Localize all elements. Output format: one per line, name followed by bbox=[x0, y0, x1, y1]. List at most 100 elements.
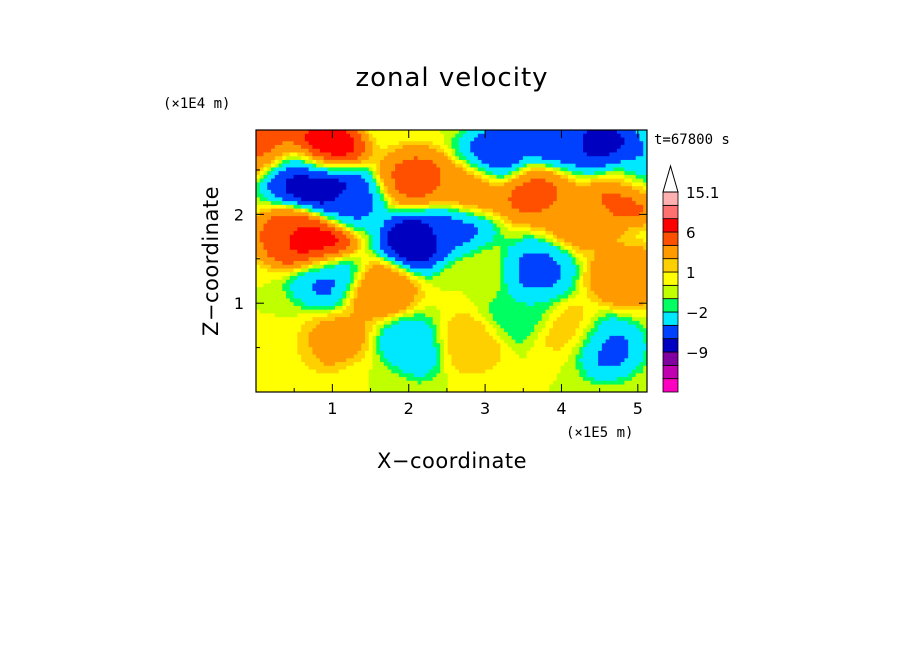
field-cell bbox=[459, 324, 464, 329]
field-cell bbox=[361, 369, 366, 374]
field-cell bbox=[440, 388, 445, 392]
field-cell bbox=[522, 212, 528, 217]
field-cell bbox=[286, 189, 291, 195]
field-cell bbox=[507, 317, 513, 322]
field-cell bbox=[489, 354, 494, 359]
field-cell bbox=[342, 388, 347, 392]
field-cell bbox=[507, 272, 513, 277]
field-cell bbox=[507, 335, 513, 341]
field-cell bbox=[282, 290, 287, 296]
field-cell bbox=[293, 246, 298, 251]
field-cell bbox=[387, 279, 392, 285]
field-cell bbox=[372, 182, 377, 187]
field-cell bbox=[319, 339, 325, 344]
field-cell bbox=[436, 246, 441, 251]
field-cell bbox=[271, 332, 276, 337]
field-cell bbox=[417, 246, 423, 251]
field-cell bbox=[293, 249, 298, 255]
field-cell bbox=[331, 287, 336, 292]
field-cell bbox=[492, 201, 498, 206]
field-cell bbox=[297, 343, 302, 348]
field-cell bbox=[432, 257, 438, 262]
field-cell bbox=[391, 182, 396, 187]
field-cell bbox=[293, 216, 298, 221]
field-cell bbox=[481, 369, 486, 374]
field-cell bbox=[312, 365, 317, 371]
field-cell bbox=[481, 384, 486, 389]
field-cell bbox=[297, 130, 302, 135]
field-cell bbox=[263, 189, 268, 195]
field-cell bbox=[312, 130, 317, 135]
field-cell bbox=[308, 294, 313, 300]
field-cell bbox=[286, 350, 291, 356]
field-cell bbox=[470, 328, 475, 333]
field-cell bbox=[304, 264, 310, 270]
field-cell bbox=[387, 253, 392, 258]
field-cell bbox=[425, 253, 430, 258]
field-cell bbox=[395, 320, 400, 326]
field-cell bbox=[504, 358, 509, 363]
field-cell bbox=[327, 272, 332, 277]
field-cell bbox=[428, 148, 434, 154]
field-cell bbox=[357, 130, 362, 135]
field-cell bbox=[368, 309, 374, 314]
field-cell bbox=[256, 141, 261, 146]
field-cell bbox=[286, 246, 291, 251]
field-cell bbox=[466, 354, 471, 359]
field-cell bbox=[308, 287, 313, 292]
field-cell bbox=[421, 339, 426, 344]
field-cell bbox=[301, 388, 306, 392]
field-cell bbox=[421, 350, 426, 356]
field-cell bbox=[376, 380, 381, 386]
field-cell bbox=[376, 227, 381, 232]
field-cell bbox=[259, 362, 265, 367]
field-cell bbox=[406, 350, 411, 356]
field-cell bbox=[293, 137, 298, 142]
field-cell bbox=[440, 186, 445, 191]
field-cell bbox=[515, 324, 520, 329]
field-cell bbox=[474, 377, 479, 382]
field-cell bbox=[489, 350, 494, 356]
field-cell bbox=[421, 133, 426, 139]
field-cell bbox=[391, 178, 396, 183]
field-cell bbox=[466, 328, 471, 333]
field-cell bbox=[496, 133, 501, 139]
field-cell bbox=[263, 320, 268, 326]
field-cell bbox=[511, 234, 517, 240]
field-cell bbox=[271, 335, 276, 341]
field-cell bbox=[349, 298, 355, 303]
field-cell bbox=[365, 332, 370, 337]
field-cell bbox=[436, 238, 441, 243]
field-cell bbox=[459, 249, 464, 255]
field-cell bbox=[372, 268, 377, 273]
field-cell bbox=[462, 231, 468, 236]
field-cell bbox=[417, 373, 423, 378]
field-cell bbox=[342, 130, 347, 135]
field-cell bbox=[301, 298, 306, 303]
field-cell bbox=[361, 294, 366, 300]
field-cell bbox=[455, 219, 460, 225]
field-cell bbox=[338, 305, 344, 311]
field-cell bbox=[507, 167, 513, 172]
field-cell bbox=[522, 130, 528, 135]
field-cell bbox=[387, 324, 392, 329]
field-cell bbox=[376, 347, 381, 352]
field-cell bbox=[496, 171, 501, 176]
field-cell bbox=[455, 144, 460, 150]
field-cell bbox=[316, 384, 321, 389]
field-cell bbox=[256, 302, 261, 307]
field-cell bbox=[327, 130, 332, 135]
field-cell bbox=[432, 137, 438, 142]
field-cell bbox=[504, 362, 509, 367]
field-cell bbox=[331, 141, 336, 146]
field-cell bbox=[391, 212, 396, 217]
field-cell bbox=[451, 238, 456, 243]
field-cell bbox=[353, 320, 359, 326]
field-cell bbox=[338, 130, 344, 135]
field-cell bbox=[289, 264, 295, 270]
field-cell bbox=[327, 234, 332, 240]
field-cell bbox=[282, 268, 287, 273]
field-cell bbox=[338, 167, 344, 172]
field-cell bbox=[286, 204, 291, 210]
field-cell bbox=[308, 324, 313, 329]
